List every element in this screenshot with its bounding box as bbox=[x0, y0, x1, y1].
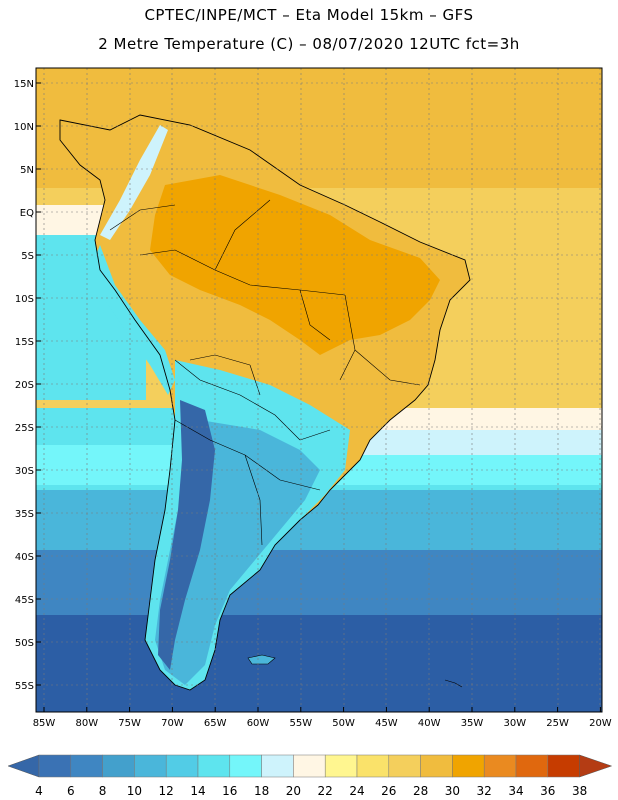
lat-label-5s: 5S bbox=[21, 251, 34, 262]
lon-label-70w: 70W bbox=[161, 718, 184, 729]
map-frame bbox=[35, 67, 603, 713]
legend-swatch bbox=[324, 754, 358, 778]
lat-label-20s: 20S bbox=[15, 380, 34, 391]
lat-label-40s: 40S bbox=[15, 552, 34, 563]
legend-label: 8 bbox=[99, 784, 107, 798]
ocean-band-mid bbox=[36, 545, 602, 615]
lat-label-15s: 15S bbox=[15, 337, 34, 348]
lon-label-20w: 20W bbox=[589, 718, 612, 729]
lon-label-25w: 25W bbox=[546, 718, 569, 729]
legend-swatch bbox=[197, 754, 231, 778]
legend-label: 38 bbox=[572, 784, 587, 798]
lat-label-30s: 30S bbox=[15, 466, 34, 477]
map-title: CPTEC/INPE/MCT – Eta Model 15km – GFS bbox=[144, 6, 474, 24]
legend-label: 18 bbox=[254, 784, 269, 798]
legend-label: 32 bbox=[477, 784, 492, 798]
legend-label: 4 bbox=[35, 784, 43, 798]
lon-label-60w: 60W bbox=[247, 718, 270, 729]
legend-label: 22 bbox=[318, 784, 333, 798]
legend-swatch bbox=[483, 754, 517, 778]
legend-label: 34 bbox=[508, 784, 523, 798]
lat-label-10s: 10S bbox=[15, 294, 34, 305]
legend-swatch bbox=[388, 754, 421, 778]
lon-label-75w: 75W bbox=[118, 718, 141, 729]
legend-label: 30 bbox=[445, 784, 460, 798]
legend-label: 20 bbox=[286, 784, 301, 798]
legend-swatch bbox=[70, 754, 103, 778]
legend-label: 26 bbox=[381, 784, 396, 798]
legend-label: 24 bbox=[349, 784, 364, 798]
legend-label: 12 bbox=[159, 784, 174, 798]
falkland-islands bbox=[247, 654, 276, 665]
legend-swatch bbox=[293, 754, 326, 778]
legend-swatch bbox=[134, 754, 167, 778]
lat-label-eq: EQ bbox=[20, 208, 34, 219]
legend-label: 28 bbox=[413, 784, 428, 798]
longitude-ticks: 85W 80W 75W 70W 65W 60W 55W 50W 45W 40W 35W 30W 25W 2… bbox=[33, 707, 612, 729]
map-field bbox=[36, 68, 602, 712]
legend-labels: 4 6 8 10 12 14 16 18 20 22 24 26 28 30 32 34 36 38 bbox=[35, 784, 587, 798]
legend-label: 14 bbox=[190, 784, 205, 798]
legend-swatch bbox=[229, 754, 262, 778]
legend-arrow-left bbox=[7, 754, 40, 778]
legend-label: 10 bbox=[127, 784, 142, 798]
legend-boxes bbox=[7, 754, 613, 778]
legend-swatch bbox=[261, 754, 294, 778]
coastline bbox=[59, 114, 471, 691]
legend-label: 6 bbox=[67, 784, 75, 798]
lon-label-50w: 50W bbox=[332, 718, 355, 729]
lon-label-35w: 35W bbox=[461, 718, 484, 729]
lat-label-35s: 35S bbox=[15, 509, 34, 520]
colombia-andes-cool bbox=[100, 125, 168, 240]
legend-swatch bbox=[420, 754, 453, 778]
latitude-ticks: 15N 10N 5N EQ 5S 10S 15S 20S 25S 30S 35S 40S 45S 50S 5… bbox=[14, 79, 41, 692]
lat-label-10n: 10N bbox=[14, 122, 34, 133]
grid-lines bbox=[36, 68, 602, 712]
lon-label-55w: 55W bbox=[289, 718, 312, 729]
legend-swatch bbox=[165, 754, 199, 778]
lat-label-15n: 15N bbox=[14, 79, 34, 90]
lon-label-80w: 80W bbox=[75, 718, 98, 729]
country-borders bbox=[109, 199, 421, 546]
south-georgia bbox=[444, 679, 463, 688]
lon-label-40w: 40W bbox=[418, 718, 441, 729]
lon-label-45w: 45W bbox=[375, 718, 398, 729]
lon-label-30w: 30W bbox=[503, 718, 526, 729]
legend-swatch bbox=[547, 754, 580, 778]
lat-label-50s: 50S bbox=[15, 638, 34, 649]
lat-label-45s: 45S bbox=[15, 595, 34, 606]
west-coast-cool bbox=[92, 245, 175, 395]
legend-label: 36 bbox=[540, 784, 555, 798]
legend-swatch bbox=[38, 754, 72, 778]
legend-swatch bbox=[356, 754, 390, 778]
legend-label: 16 bbox=[222, 784, 237, 798]
color-legend: 4 6 8 10 12 14 16 18 20 22 24 26 28 30 32 34 36 38 bbox=[7, 754, 613, 798]
andes-cold bbox=[158, 400, 215, 670]
legend-swatch bbox=[452, 754, 485, 778]
lat-label-25s: 25S bbox=[15, 423, 34, 434]
legend-swatch bbox=[515, 754, 549, 778]
temperature-map: 15N 10N 5N EQ 5S 10S 15S 20S 25S 30S 35S 40S 45S 50S 5… bbox=[14, 67, 612, 729]
map-subtitle: 2 Metre Temperature (C) – 08/07/2020 12U… bbox=[98, 35, 520, 53]
lat-label-5n: 5N bbox=[20, 165, 34, 176]
lon-label-85w: 85W bbox=[33, 718, 56, 729]
legend-swatch bbox=[102, 754, 135, 778]
land-hot-core bbox=[150, 175, 440, 355]
lat-label-55s: 55S bbox=[15, 681, 34, 692]
legend-arrow-right bbox=[579, 754, 613, 778]
lon-label-65w: 65W bbox=[204, 718, 227, 729]
